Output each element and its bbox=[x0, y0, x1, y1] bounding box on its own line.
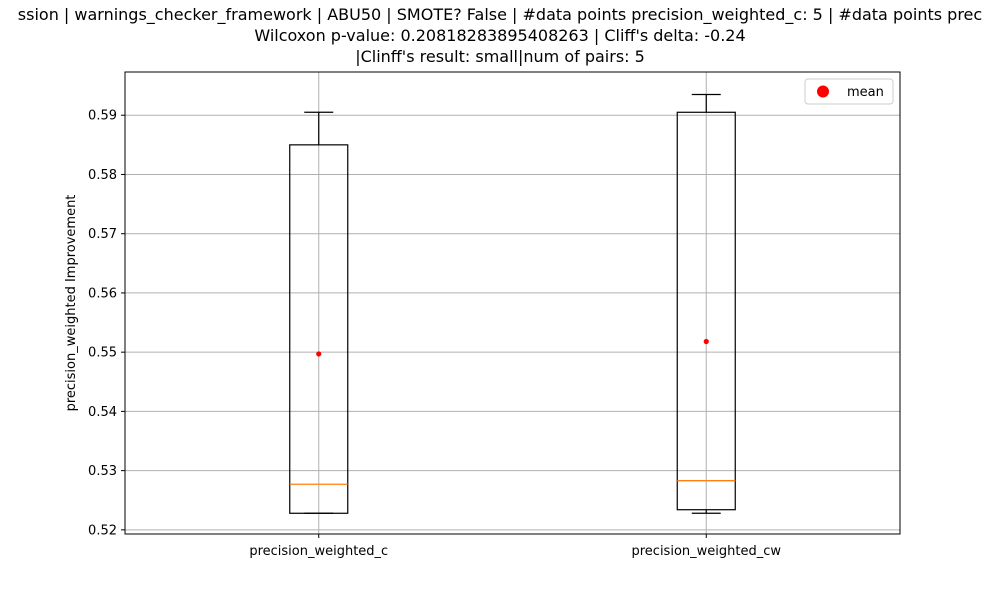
chart-title: ssion | warnings_checker_framework | ABU… bbox=[0, 4, 1000, 67]
y-tick-label: 0.53 bbox=[88, 464, 117, 479]
y-tick-label: 0.56 bbox=[88, 286, 117, 301]
chart-title-line-1: ssion | warnings_checker_framework | ABU… bbox=[17, 5, 983, 24]
x-axis-ticks: precision_weighted_c precision_weighted_c… bbox=[249, 534, 781, 559]
y-tick-label: 0.58 bbox=[88, 168, 117, 183]
y-tick-label: 0.57 bbox=[88, 227, 117, 242]
y-tick-label: 0.52 bbox=[88, 523, 117, 538]
iqr-box bbox=[676, 111, 736, 511]
legend: mean bbox=[804, 78, 894, 105]
box-precision_weighted_cw bbox=[676, 93, 736, 514]
box-precision_weighted_c bbox=[289, 111, 349, 514]
y-axis-ticks: 0.52 0.53 0.54 0.55 0.56 0.57 0.58 0.59 bbox=[88, 109, 125, 538]
mean-marker bbox=[703, 338, 709, 345]
y-tick-label: 0.59 bbox=[88, 109, 117, 124]
boxes bbox=[289, 93, 736, 514]
mean-marker bbox=[316, 351, 322, 357]
iqr-box bbox=[289, 144, 349, 514]
legend-frame bbox=[804, 78, 894, 105]
x-tick-label: precision_weighted_cw bbox=[631, 544, 781, 559]
chart-title-line-3: |Clinff's result: small|num of pairs: 5 bbox=[355, 47, 645, 66]
y-tick-label: 0.55 bbox=[88, 346, 117, 361]
legend-mean-label: mean bbox=[847, 85, 884, 100]
x-tick-label: precision_weighted_c bbox=[249, 544, 388, 559]
chart-title-line-2: Wilcoxon p-value: 0.20818283895408263 | … bbox=[254, 26, 746, 45]
grid-lines bbox=[125, 72, 900, 534]
plot-frame bbox=[124, 71, 901, 535]
legend-mean-marker bbox=[817, 85, 829, 98]
y-tick-label: 0.54 bbox=[88, 405, 117, 420]
y-axis-label: precision_weighted Improvement bbox=[64, 195, 79, 412]
